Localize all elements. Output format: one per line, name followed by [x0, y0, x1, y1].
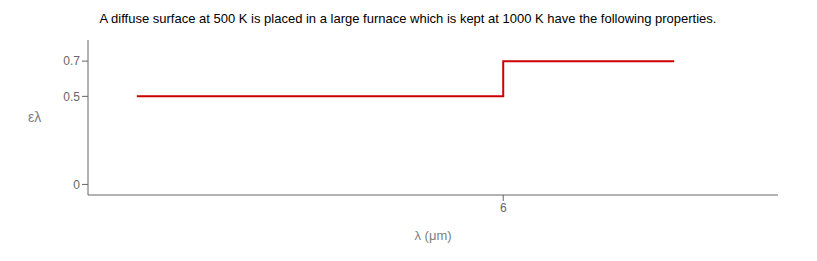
- svg-text:6: 6: [500, 201, 507, 215]
- html-text:A diffuse surface at 500 K is: A diffuse surface at 500 K is placed in …: [99, 11, 717, 26]
- svg-text:0: 0: [73, 178, 80, 192]
- svg-text:λ (μm): λ (μm): [414, 228, 451, 243]
- svg-text:0.7: 0.7: [63, 54, 80, 68]
- svg-text:ελ: ελ: [28, 109, 41, 125]
- svg-text:0.5: 0.5: [63, 90, 80, 104]
